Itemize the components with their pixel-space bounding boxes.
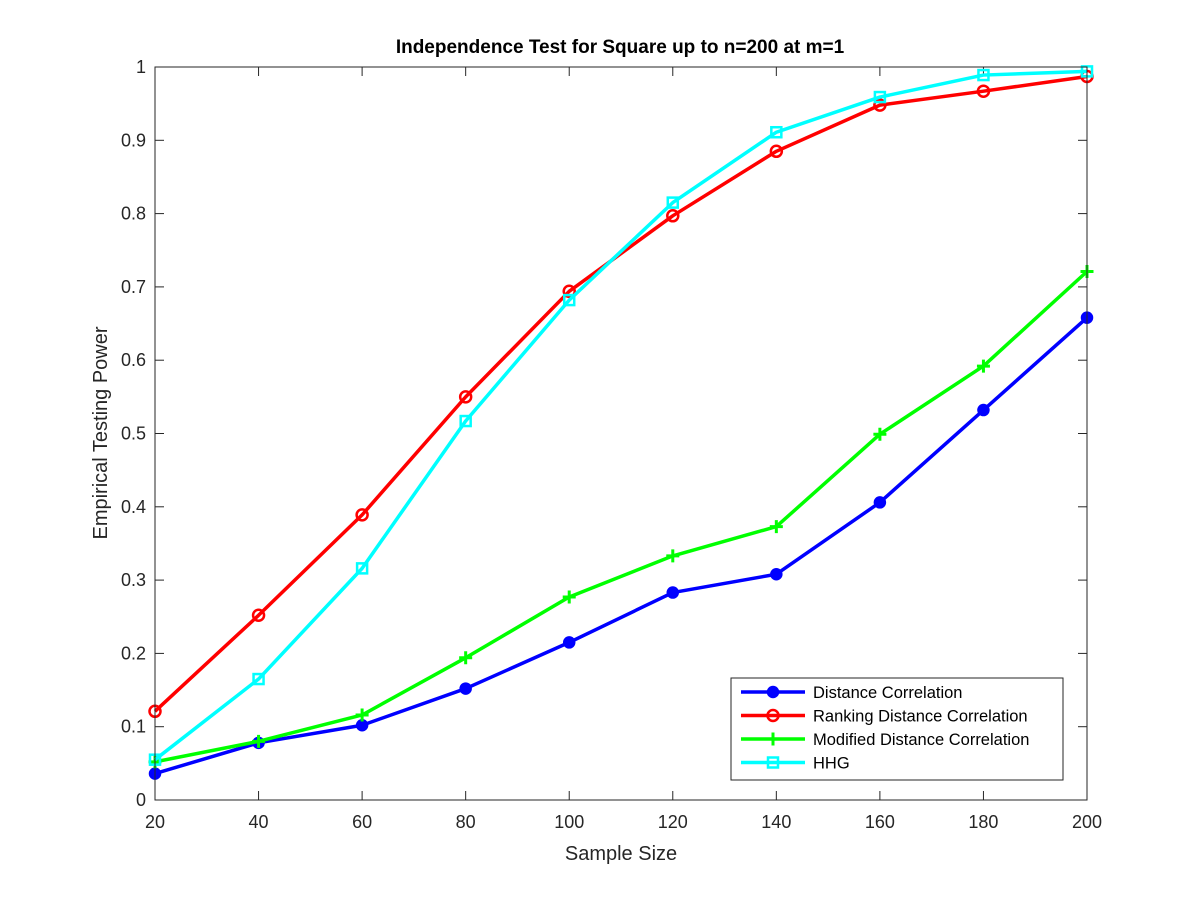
data-point-hhg <box>459 414 472 428</box>
data-point-modified-distance-correlation <box>252 734 266 748</box>
series-layer <box>148 65 1094 780</box>
data-point-hhg <box>666 196 680 209</box>
data-point-modified-distance-correlation <box>873 427 887 441</box>
data-point-distance-correlation <box>562 636 576 649</box>
legend-item: HHG <box>741 755 850 773</box>
y-tick-label: 1 <box>136 57 146 77</box>
series-line-modified-distance-correlation <box>154 270 1089 764</box>
x-tick-label: 200 <box>1072 812 1102 832</box>
data-point-hhg <box>252 672 265 686</box>
data-point-hhg <box>562 293 576 307</box>
x-tick-label: 160 <box>865 812 895 832</box>
data-point-distance-correlation <box>770 567 783 581</box>
y-tick-label: 0 <box>136 790 146 810</box>
data-point-ranking-distance-correlation <box>251 608 266 623</box>
data-point-hhg <box>355 562 369 575</box>
data-point-hhg <box>873 90 887 104</box>
data-point-ranking-distance-correlation <box>976 84 991 98</box>
data-point-modified-distance-correlation <box>666 549 680 563</box>
y-tick-label: 0.3 <box>121 570 146 590</box>
data-point-modified-distance-correlation <box>562 590 576 604</box>
data-point-distance-correlation <box>459 682 472 695</box>
series-line-distance-correlation <box>154 316 1089 776</box>
legend-marker <box>766 685 780 699</box>
legend-marker <box>766 756 780 769</box>
data-point-hhg <box>770 125 783 139</box>
data-point-modified-distance-correlation <box>769 520 783 534</box>
legend-label: HHG <box>813 755 850 773</box>
legend-label: Distance Correlation <box>813 684 962 702</box>
y-tick-label: 0.4 <box>121 497 146 517</box>
data-point-ranking-distance-correlation <box>562 284 576 299</box>
y-tick-label: 0.7 <box>121 277 146 297</box>
x-tick-label: 120 <box>658 812 688 832</box>
legend-label: Ranking Distance Correlation <box>813 708 1028 726</box>
chart-title: Independence Test for Square up to n=200… <box>396 37 845 58</box>
axis-ticks: 20 40 60 80 100 120 140 160 180 200 0 0.1 0.2 0.3 0.4 0… <box>121 57 1102 832</box>
y-tick-label: 0.9 <box>121 130 146 150</box>
legend-item: Modified Distance Correlation <box>741 731 1029 749</box>
data-point-modified-distance-correlation <box>355 708 369 722</box>
data-point-modified-distance-correlation <box>976 359 990 373</box>
y-tick-label: 0.6 <box>121 350 146 370</box>
legend-marker <box>766 732 780 746</box>
x-tick-label: 20 <box>145 812 165 832</box>
series-line-hhg <box>153 69 1088 762</box>
x-tick-label: 140 <box>761 812 791 832</box>
y-tick-label: 0.8 <box>121 204 146 224</box>
x-tick-label: 100 <box>554 812 584 832</box>
legend-item: Ranking Distance Correlation <box>741 708 1028 726</box>
data-point-distance-correlation <box>977 403 990 417</box>
data-point-ranking-distance-correlation <box>666 209 680 223</box>
x-tick-label: 180 <box>968 812 998 832</box>
x-tick-label: 80 <box>456 812 476 832</box>
legend-item: Distance Correlation <box>741 684 962 702</box>
data-point-distance-correlation <box>666 586 680 599</box>
y-tick-label: 0.1 <box>121 717 146 737</box>
legend-marker <box>766 708 780 723</box>
data-point-modified-distance-correlation <box>459 651 473 665</box>
data-point-ranking-distance-correlation <box>873 98 887 112</box>
legend: Distance Correlation Ranking Distance Cor… <box>730 677 1064 781</box>
x-tick-label: 40 <box>249 812 269 832</box>
series-hhg <box>148 65 1094 766</box>
data-point-ranking-distance-correlation <box>458 390 473 404</box>
x-axis-label: Sample Size <box>565 843 677 865</box>
y-tick-label: 0.5 <box>121 424 146 444</box>
plot-frame <box>154 66 1088 801</box>
y-axis-label: Empirical Testing Power <box>90 326 112 539</box>
legend-label: Modified Distance Correlation <box>813 731 1029 749</box>
data-point-ranking-distance-correlation <box>355 508 369 522</box>
x-tick-label: 60 <box>352 812 372 832</box>
data-point-distance-correlation <box>873 496 887 509</box>
data-point-ranking-distance-correlation <box>769 144 784 159</box>
data-point-hhg <box>977 68 990 82</box>
y-tick-label: 0.2 <box>121 643 146 663</box>
